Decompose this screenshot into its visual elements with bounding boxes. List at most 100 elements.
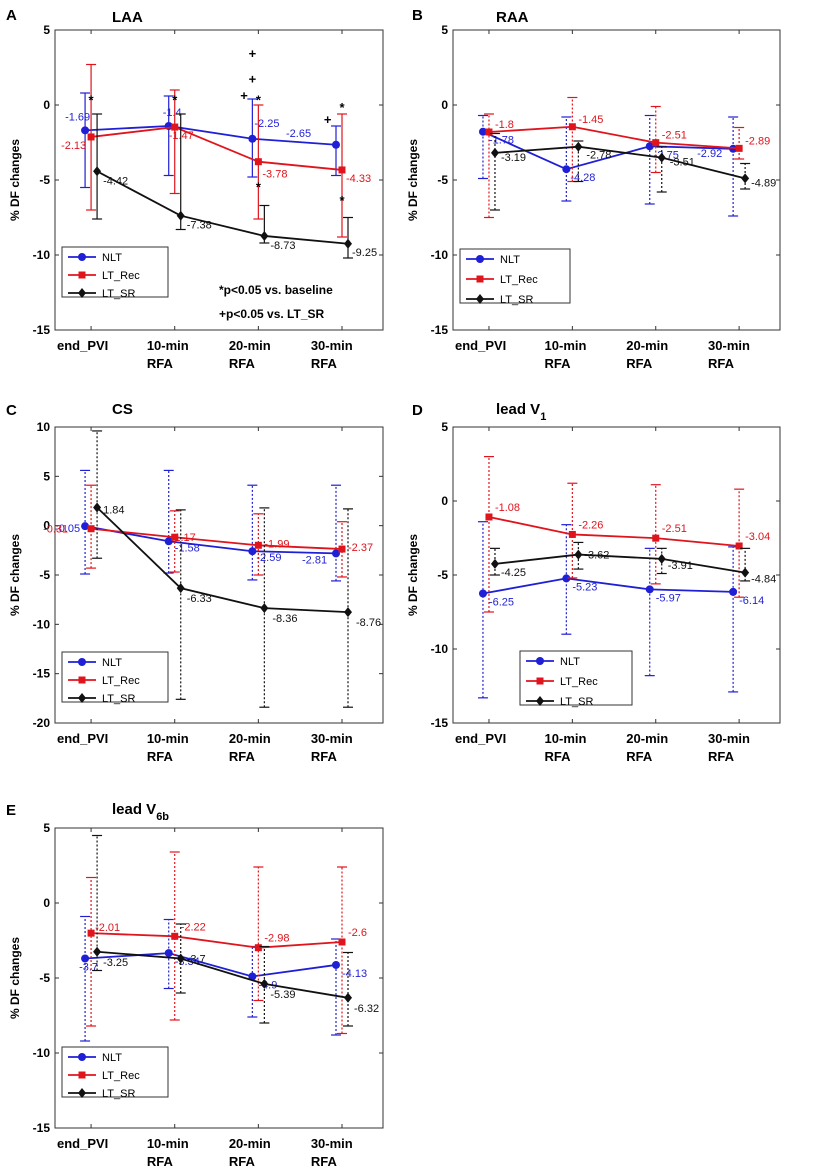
- x-category-label: 20-min: [229, 731, 271, 746]
- x-category-label: end_PVI: [57, 1136, 108, 1151]
- y-tick-label: 5: [43, 23, 50, 37]
- data-point: [254, 541, 262, 549]
- x-category-label: 20-min: [229, 1136, 271, 1151]
- data-point: [338, 938, 346, 946]
- series-lt-sr: -4.25 -3.62 -3.91 -4.84: [489, 541, 776, 586]
- series-lt-rec: -1.08 -2.26 -2.51 -3.04: [483, 456, 770, 613]
- data-label: -1.45: [578, 114, 603, 126]
- data-point: [568, 530, 576, 538]
- data-point: [562, 574, 571, 583]
- legend-label: NLT: [560, 656, 580, 668]
- series-lt-sr: -4.42 -7.38 -8.73 -9.25: [92, 113, 377, 259]
- data-label: -2.92: [697, 148, 722, 160]
- data-label: -2.13: [61, 140, 86, 152]
- legend-marker: [78, 676, 86, 684]
- x-category-label: end_PVI: [455, 338, 506, 353]
- data-point: [260, 603, 269, 614]
- panel-title-subscript: 1: [540, 411, 546, 423]
- data-point: [657, 152, 666, 163]
- series-line: [84, 525, 337, 555]
- data-label: -1.17: [171, 532, 196, 544]
- data-point: [248, 972, 257, 981]
- series-line: [494, 145, 746, 180]
- y-tick-label: -5: [39, 173, 50, 187]
- x-category-label: 10-min: [545, 338, 587, 353]
- legend-label: LT_Rec: [102, 270, 140, 282]
- panel-c: C CS 10 5 0 -5 -10 -15 -20 % DF changes end_PVI 10-…: [6, 401, 384, 764]
- data-label: -2.59: [256, 552, 281, 564]
- series-nlt: -0.05-1.58-2.59 -2.81: [55, 469, 341, 582]
- y-tick-label: 10: [37, 420, 51, 434]
- legend-label: LT_SR: [560, 696, 593, 708]
- data-label: -3.04: [745, 531, 770, 543]
- legend-marker: [476, 294, 484, 304]
- y-tick-label: -15: [431, 716, 449, 730]
- y-axis-label: % DF changes: [8, 534, 22, 616]
- data-point: [81, 126, 90, 135]
- data-point: [254, 158, 262, 166]
- data-point: [478, 589, 487, 598]
- x-category-label: RFA: [147, 356, 174, 371]
- y-tick-label: -10: [431, 248, 449, 262]
- significance-plus: +: [249, 46, 257, 61]
- significance-star: *: [172, 93, 178, 108]
- panel-b: B RAA 5 0 -5 -10 -15 % DF changes end_PVI 10-min R…: [406, 7, 781, 371]
- data-label: -1.8: [495, 119, 514, 131]
- data-point: [87, 525, 95, 533]
- data-label: -9.25: [352, 247, 377, 259]
- data-point: [248, 547, 257, 556]
- data-label: -4.25: [501, 567, 526, 579]
- series-nlt: -6.25 -5.23 -5.97 -6.14: [477, 521, 764, 699]
- y-tick-label: -10: [33, 248, 51, 262]
- data-label: 1.84: [103, 505, 124, 517]
- series-line: [85, 952, 337, 978]
- data-point: [485, 128, 493, 136]
- data-label: -8.36: [272, 613, 297, 625]
- x-category-label: RFA: [229, 1154, 256, 1169]
- x-category-label: RFA: [626, 356, 653, 371]
- data-label: -2.65: [286, 128, 311, 140]
- data-point: [574, 141, 583, 152]
- y-tick-label: -15: [33, 667, 51, 681]
- data-point: [87, 133, 95, 141]
- x-category-label: end_PVI: [57, 338, 108, 353]
- data-point: [657, 553, 666, 564]
- data-label: -2.26: [578, 519, 603, 531]
- data-point: [652, 534, 660, 542]
- data-label: -1.4: [163, 107, 182, 119]
- data-point: [645, 142, 654, 151]
- x-category-label: RFA: [311, 749, 338, 764]
- series-lt-sr: -3.19 -2.78 -3.51 -4.89: [489, 132, 776, 211]
- significance-star: *: [89, 93, 95, 108]
- data-point: [171, 533, 179, 541]
- data-label: -4.13: [342, 968, 367, 980]
- series-lt-rec: -2.13-1.47-3.78-4.33: [61, 63, 371, 238]
- data-label: -7.38: [187, 220, 212, 232]
- data-point: [81, 522, 90, 531]
- y-tick-label: 0: [441, 98, 448, 112]
- series-lt-sr: 1.84 -6.33 -8.36 -8.76: [92, 430, 381, 708]
- legend-marker: [78, 288, 86, 298]
- significance-plus: +: [240, 88, 248, 103]
- legend: NLT LT_Rec LT_SR: [61, 246, 169, 300]
- y-tick-label: 5: [441, 420, 448, 434]
- data-point: [344, 607, 352, 618]
- panel-letter: D: [412, 402, 423, 419]
- panel-title: RAA: [496, 9, 529, 26]
- data-point: [344, 238, 352, 249]
- series-lt-sr: -3.25 -3.7 -5.39 -6.32: [92, 834, 379, 1027]
- data-point: [93, 166, 102, 177]
- legend-marker: [78, 1053, 86, 1061]
- panel-title: CS: [112, 401, 133, 418]
- y-tick-label: 0: [441, 494, 448, 508]
- legend-label: LT_SR: [102, 288, 135, 300]
- significance-star: *: [339, 100, 345, 115]
- data-point: [171, 123, 179, 131]
- data-label: -6.33: [187, 593, 212, 605]
- x-category-label: 10-min: [545, 731, 587, 746]
- significance-plus: +: [324, 112, 332, 127]
- y-tick-label: 5: [43, 469, 50, 483]
- series-lt-rec: -1.8 -1.45 -2.51 -2.89: [483, 96, 770, 219]
- legend-label: NLT: [102, 1052, 122, 1064]
